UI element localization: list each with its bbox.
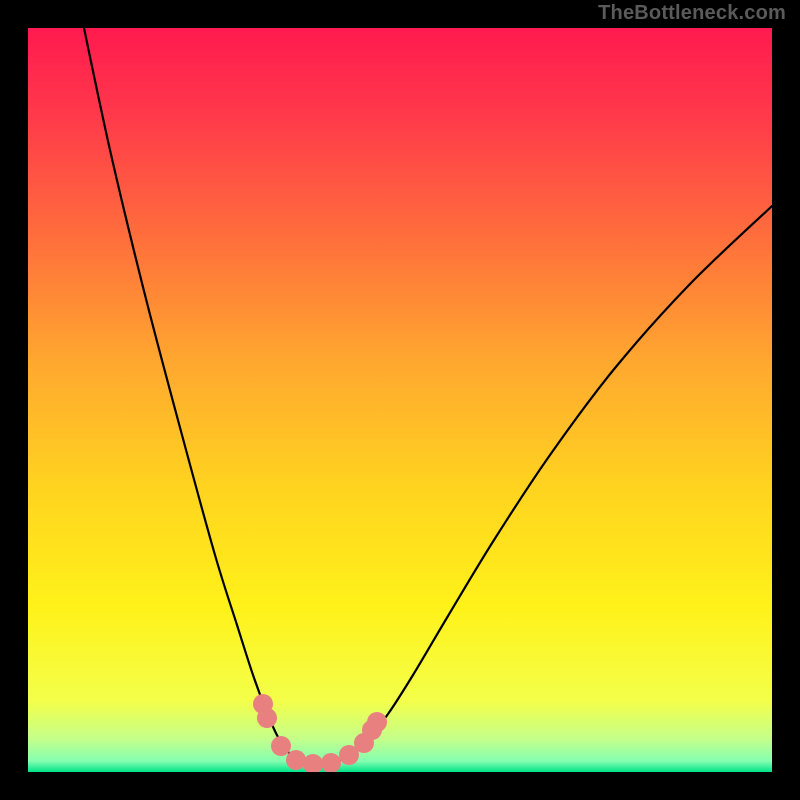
data-marker	[367, 712, 387, 732]
data-marker	[271, 736, 291, 756]
data-marker	[303, 754, 323, 774]
gradient-background	[28, 28, 772, 772]
chart-frame: TheBottleneck.com	[0, 0, 800, 800]
attribution-text: TheBottleneck.com	[598, 2, 786, 25]
data-marker	[286, 750, 306, 770]
chart-svg	[0, 0, 800, 800]
data-marker	[321, 753, 341, 773]
data-marker	[257, 708, 277, 728]
